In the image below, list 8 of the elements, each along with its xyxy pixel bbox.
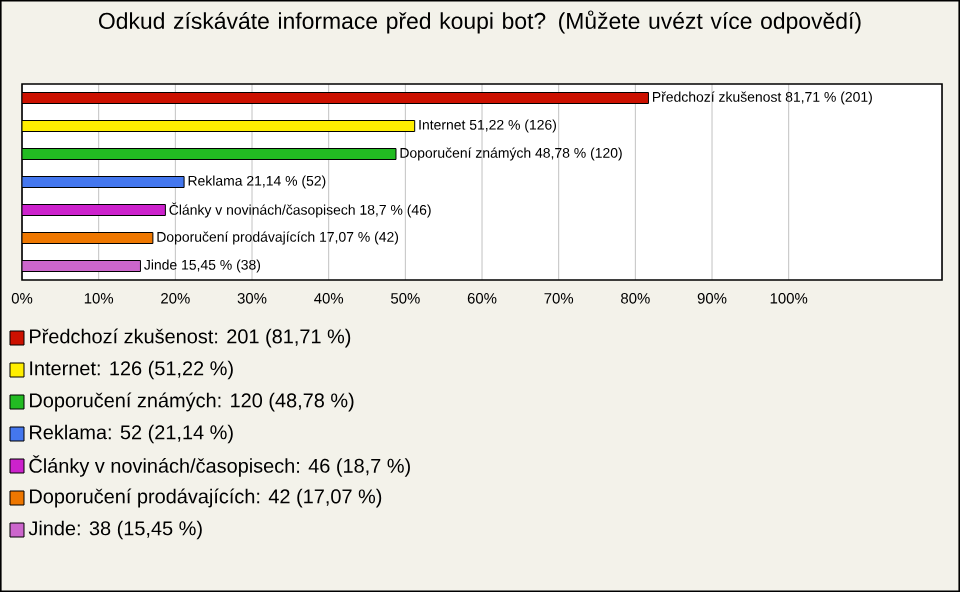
text: Jinde: 38 (15,45 %) [28, 520, 202, 540]
text: Reklama: 52 (21,14 %) [30, 424, 233, 444]
text: Internet: 126 (51,22 %) [30, 360, 233, 380]
text: Doporučení známých: 120 (48,78 %) [30, 392, 354, 412]
text: Předchozí zkušenost: 201 (81,71 %) [30, 328, 351, 348]
chart-title: Odkud získáváte informace před koupi bot? (Můžete uvézt více odpovědí) [99, 10, 861, 34]
text: Doporučení prodávajících: 42 (17,07 %) [30, 488, 382, 508]
text: Články v novinách/časopisech: 46 (18,7 %) [29, 455, 410, 477]
